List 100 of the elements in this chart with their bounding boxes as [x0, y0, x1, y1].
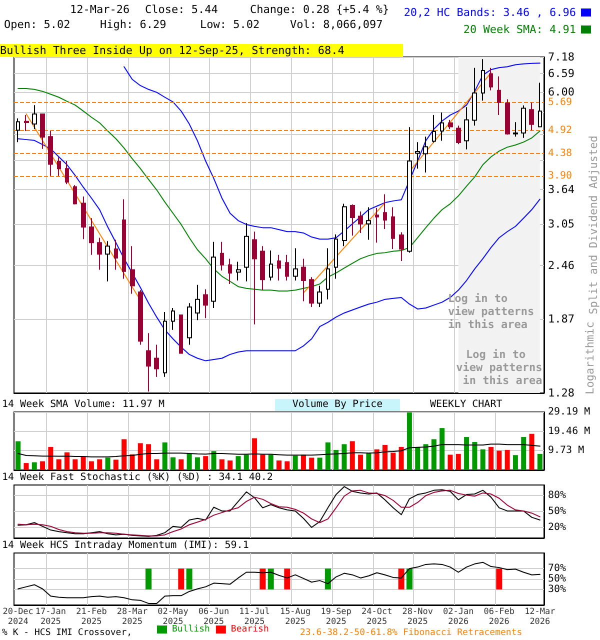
y-tick-label: 70% — [548, 563, 566, 574]
bar — [300, 454, 306, 470]
x-tick-label: 12-Mar 2026 — [524, 607, 556, 627]
bar — [309, 458, 314, 470]
text: High: 6.29 — [100, 18, 166, 31]
bar — [448, 454, 453, 470]
candlestick — [260, 246, 265, 291]
text: % K - HCS IMI Crossover, — [2, 628, 132, 639]
y-tick-label: 80% — [548, 490, 566, 502]
bar — [97, 459, 102, 470]
bar — [130, 454, 135, 470]
y-tick-label: 7.18 — [548, 50, 574, 64]
line-series — [18, 88, 540, 292]
chart-title: 14 Week Fast Stochastic (%K) (%D) : 34.1 40.2 — [2, 472, 273, 483]
text: Volume By Price — [275, 399, 400, 411]
legend-label: Bearish — [230, 624, 269, 634]
bar — [358, 454, 364, 470]
candlestick — [375, 207, 379, 244]
bar — [56, 459, 62, 470]
candlestick — [538, 82, 542, 128]
candlestick — [521, 104, 526, 138]
y-tick-label: 2.46 — [548, 259, 574, 272]
bar — [284, 461, 290, 470]
text: Logarithmic — [584, 322, 596, 394]
bar — [228, 460, 233, 470]
candlestick — [57, 156, 61, 176]
bar — [537, 454, 542, 470]
legend-label: 20,2 HC Bands: 3.46 , 6.96 — [404, 6, 576, 19]
bar — [219, 459, 224, 470]
bar — [268, 454, 274, 470]
candlestick — [513, 122, 518, 138]
candlestick — [529, 102, 534, 131]
candlestick — [114, 239, 118, 270]
bar — [72, 459, 78, 470]
candlestick — [244, 222, 249, 282]
bar — [521, 437, 526, 470]
x-tick-label: 15-Aug 2025 — [280, 607, 311, 627]
x-tick-label: 21-Feb 2025 — [76, 607, 107, 627]
ref-line-label: 4.38 — [548, 148, 572, 159]
x-tick-label: 17-Jan 2025 — [35, 607, 66, 627]
bar — [64, 452, 70, 470]
bar — [423, 444, 428, 470]
bar — [415, 446, 420, 470]
bar — [154, 459, 160, 470]
ref-line-label: 4.92 — [548, 125, 572, 136]
candlestick — [481, 58, 485, 102]
y-tick-label: 50% — [548, 506, 566, 517]
bar — [431, 439, 436, 470]
bar — [390, 452, 396, 470]
bar — [488, 446, 494, 470]
y-tick-label: 29.19 M — [548, 406, 590, 418]
bar — [398, 446, 404, 470]
bar — [138, 443, 143, 470]
candlestick — [211, 241, 216, 308]
candlestick — [130, 246, 135, 294]
candlestick — [40, 113, 45, 150]
y-tick-label: 6.00 — [548, 85, 574, 98]
candlestick — [334, 234, 338, 280]
candlestick — [472, 67, 477, 126]
legend-label: 20 Week SMA: 4.91 — [463, 23, 576, 36]
candlestick — [366, 206, 371, 240]
candlestick — [269, 250, 273, 282]
candlestick — [24, 114, 29, 132]
text: Change: 0.28 {+5.4 %} — [250, 3, 390, 16]
candlestick — [285, 254, 289, 282]
y-tick-label: 19.46 M — [548, 426, 590, 437]
candlestick — [122, 198, 126, 280]
line-series — [18, 138, 540, 362]
candlestick — [326, 248, 330, 300]
candlestick — [252, 231, 257, 325]
bar — [170, 457, 176, 470]
bar — [464, 437, 470, 470]
ref-line-label: 3.90 — [548, 170, 572, 182]
candlestick — [383, 194, 387, 230]
candlestick — [415, 142, 420, 170]
y-tick-label: 9.73 M — [548, 445, 584, 456]
bar — [162, 442, 168, 470]
bar — [334, 450, 339, 470]
y-tick-label: 6.59 — [548, 67, 574, 80]
bar — [350, 441, 355, 470]
candlestick — [317, 285, 322, 308]
x-tick-label: 28-Nov 2025 — [402, 607, 433, 627]
candlestick — [138, 290, 143, 346]
candlestick — [391, 206, 395, 250]
text: Bullish Three Inside Up on 12-Sep-25, Strength: 68.4 — [0, 44, 403, 57]
y-tick-label: 30% — [548, 584, 566, 595]
line-series — [18, 444, 540, 458]
bar — [122, 439, 127, 470]
bar — [203, 456, 208, 470]
candlestick — [179, 314, 183, 354]
bar — [276, 460, 282, 470]
x-tick-label: 20-Dec 2024 — [2, 607, 34, 627]
bar — [113, 460, 118, 470]
bar — [529, 434, 534, 470]
bar — [16, 441, 21, 470]
bar — [456, 454, 461, 470]
bar — [374, 449, 380, 470]
candlestick — [187, 302, 192, 346]
line-series — [124, 62, 540, 240]
bar — [105, 458, 110, 470]
